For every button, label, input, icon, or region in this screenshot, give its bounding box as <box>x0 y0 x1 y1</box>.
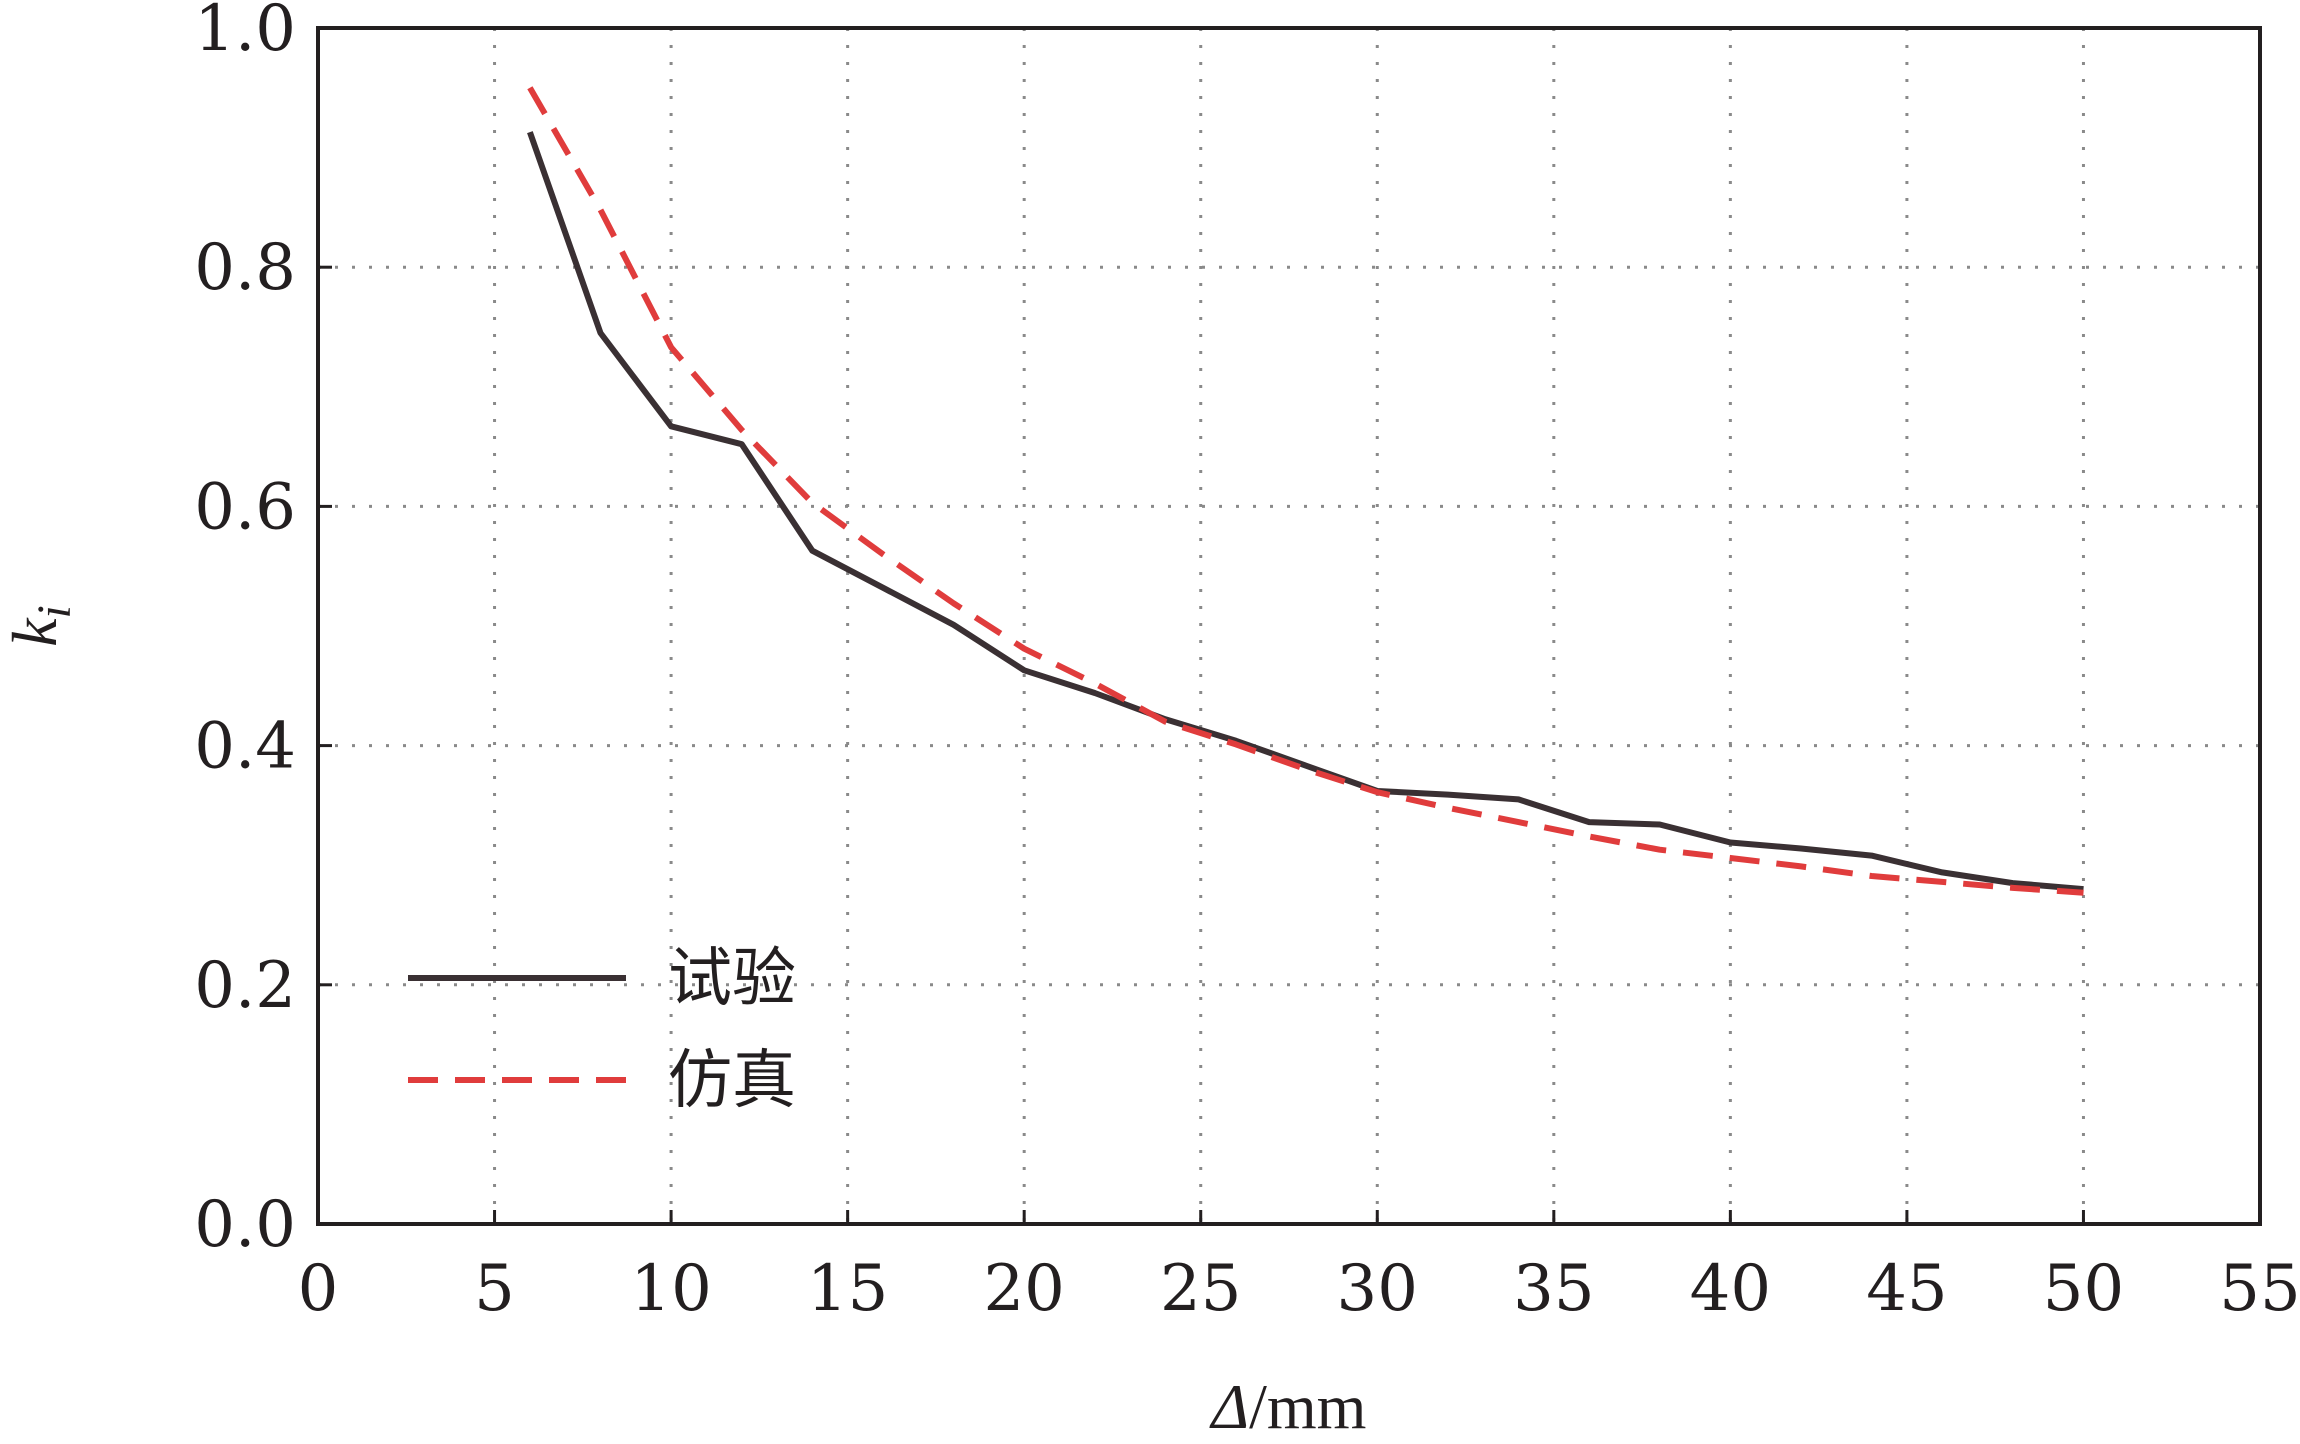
x-tick-label: 35 <box>1513 1252 1594 1326</box>
x-tick-label: 10 <box>630 1252 711 1326</box>
x-tick-label: 20 <box>983 1252 1064 1326</box>
x-tick-label: 45 <box>1866 1252 1947 1326</box>
x-tick-label: 55 <box>2219 1252 2300 1326</box>
y-tick-label: 0.4 <box>194 710 296 784</box>
x-tick-label: 30 <box>1337 1252 1418 1326</box>
x-tick-label: 50 <box>2043 1252 2124 1326</box>
y-tick-label: 0.0 <box>194 1188 296 1262</box>
x-tick-label: 15 <box>807 1252 888 1326</box>
x-tick-label: 0 <box>298 1252 339 1326</box>
y-tick-label: 0.6 <box>194 470 296 544</box>
legend-label-simulation: 仿真 <box>668 1044 796 1118</box>
y-tick-label: 1.0 <box>194 0 296 66</box>
x-tick-label: 25 <box>1160 1252 1241 1326</box>
legend-label-test: 试验 <box>668 942 796 1016</box>
x-axis-title: Δ/mm <box>1209 1371 1367 1442</box>
x-tick-label: 40 <box>1690 1252 1771 1326</box>
x-tick-label: 5 <box>474 1252 515 1326</box>
y-tick-label: 0.2 <box>194 949 296 1023</box>
y-tick-label: 0.8 <box>194 231 296 305</box>
